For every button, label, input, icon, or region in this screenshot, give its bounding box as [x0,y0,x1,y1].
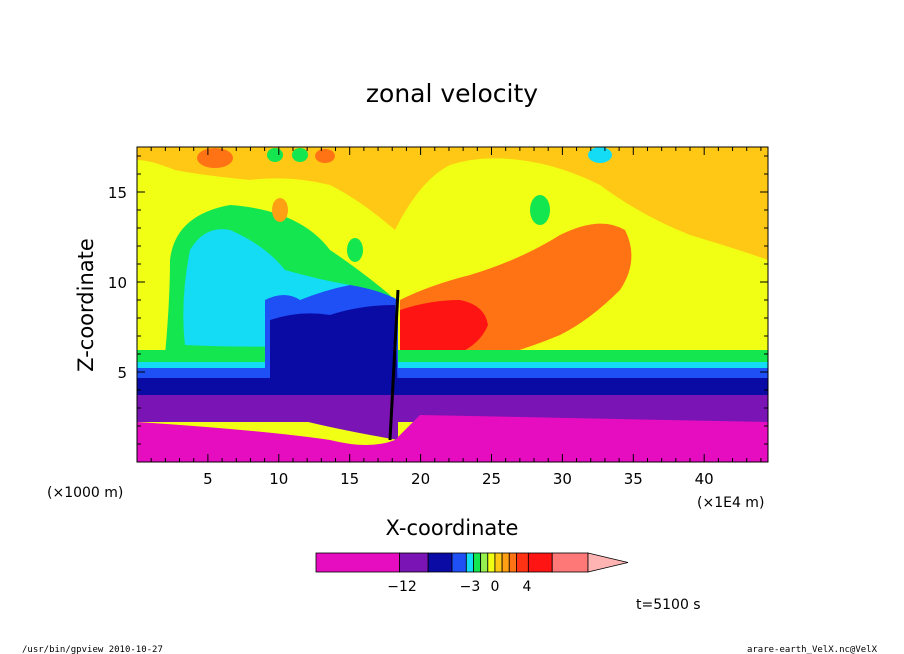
colorbar-segment [427,552,453,573]
x-tick-label: 15 [340,470,359,488]
time-annotation: t=5100 s [636,597,701,613]
colorbar-extend-arrow [587,552,629,573]
colorbar [315,552,629,573]
x-tick-label: 25 [482,470,501,488]
band-green [137,350,768,362]
colorbar-labels: −12 −3 0 4 [387,579,531,595]
x-axis: 5 10 15 20 25 30 35 40 [150,147,762,488]
y-tick-label: 5 [117,364,127,382]
x-tick-label: 30 [553,470,572,488]
x-tick-label: 20 [411,470,430,488]
magenta-layer [137,415,768,462]
red-core [400,300,488,360]
navy-layer [137,305,768,395]
colorbar-segment [516,552,529,573]
chart-title: zonal velocity [366,79,538,108]
x-tick-label: 40 [695,470,714,488]
colorbar-label: −12 [387,579,417,595]
colorbar-segment [399,552,429,573]
footer-left: /usr/bin/gpview 2010-10-27 [22,645,163,654]
colorbar-label: 4 [523,579,532,595]
top-blobs [197,147,612,262]
colorbar-segment [473,552,482,573]
colorbar-segment [508,552,517,573]
x-tick-label: 35 [624,470,643,488]
y-axis-label: Z-coordinate [74,238,98,372]
plot-area [137,147,768,462]
colorbar-label: 0 [491,579,500,595]
x-tick-label: 5 [203,470,213,488]
plot-frame [136,146,769,463]
colorbar-segment [465,552,474,573]
upper-orange-region [137,147,768,260]
y-tick-label: 10 [108,274,127,292]
y-tick-label: 15 [108,184,127,202]
colorbar-segment [494,552,503,573]
colorbar-segment [315,552,400,573]
x-axis-label: X-coordinate [386,516,519,540]
x-unit-label: (×1E4 m) [697,495,764,511]
colorbar-label: −3 [460,579,481,595]
y-axis: 5 10 15 [108,155,768,445]
footer-right: arare-earth_VelX.nc@VelX [747,645,878,654]
front-line [388,289,400,441]
colorbar-segment [551,552,589,573]
colorbar-segment [527,552,553,573]
colorbar-segment [487,552,496,573]
colorbar-segment [501,552,510,573]
colorbar-segment [451,552,467,573]
band-cyan [137,362,768,368]
x-tick-label: 10 [269,470,288,488]
colorbar-segment [480,552,489,573]
y-unit-label: (×1000 m) [47,485,123,501]
